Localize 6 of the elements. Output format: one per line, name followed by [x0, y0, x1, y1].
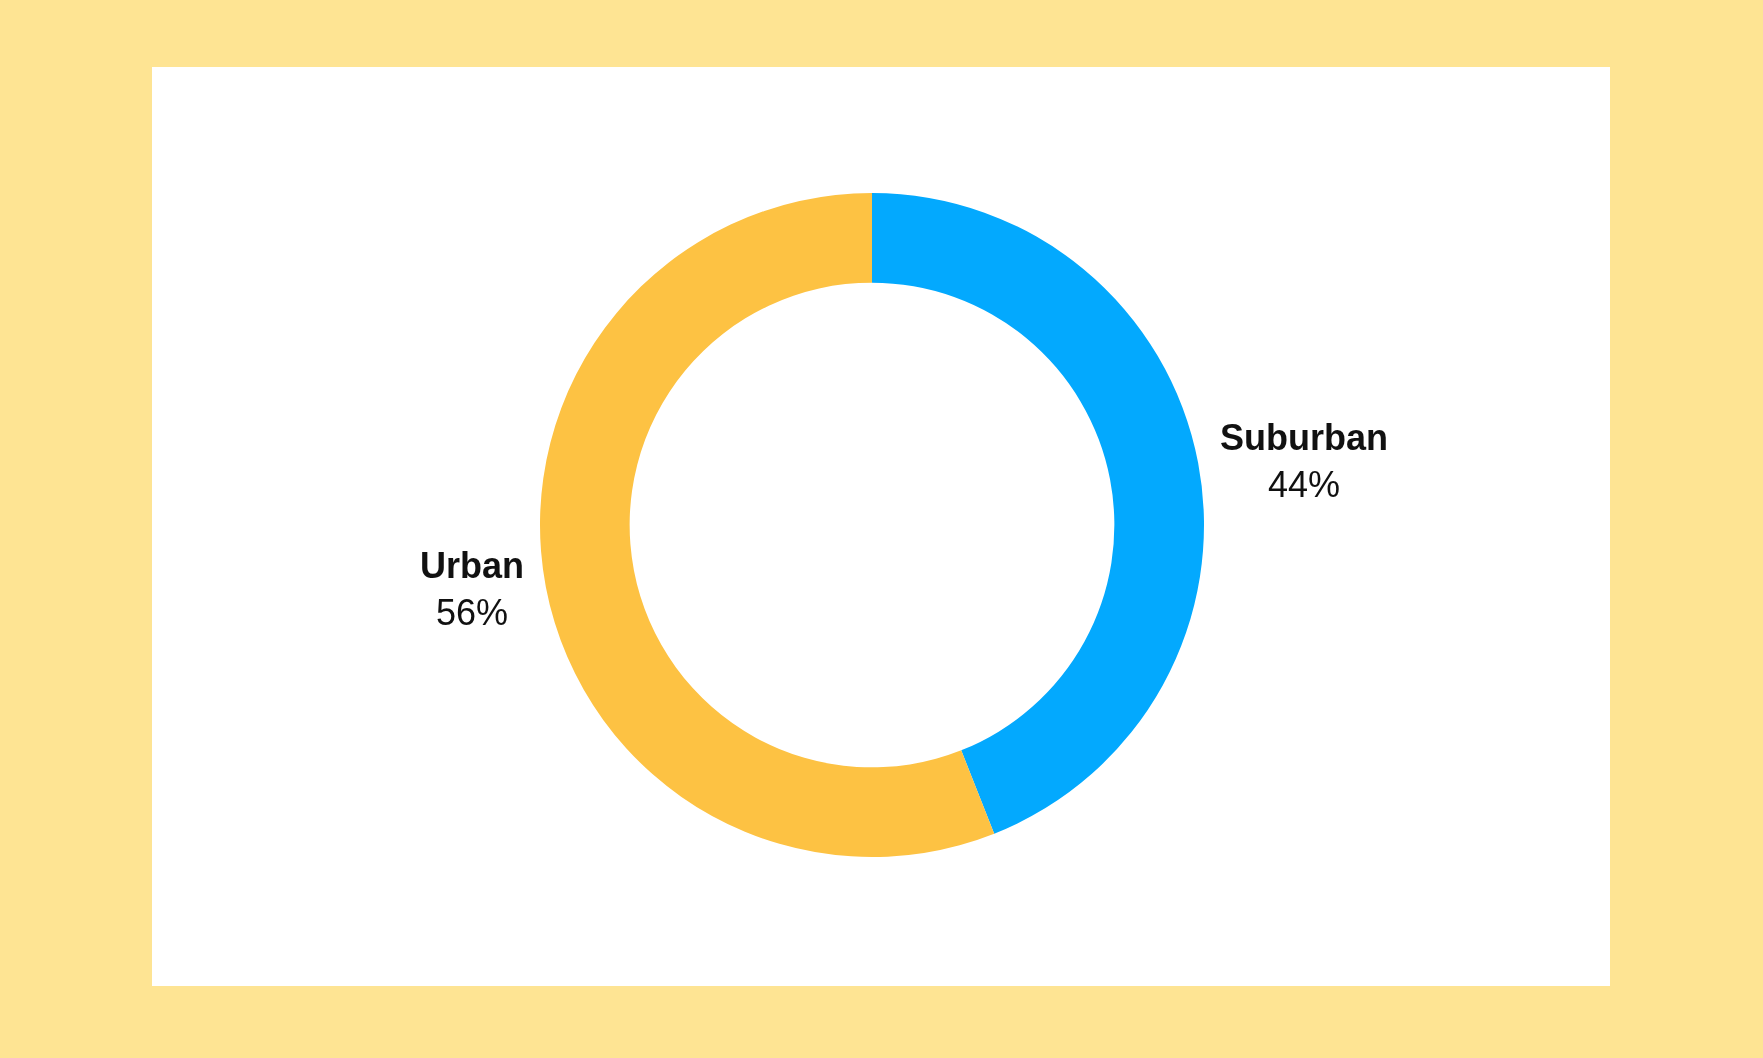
slice-label: Urban: [419, 544, 524, 586]
data-label: 56%: [435, 591, 508, 633]
donut-slice: [540, 193, 995, 857]
donut-slice: [872, 193, 1204, 834]
data-label: 44%: [1268, 464, 1341, 506]
slice-label: Suburban: [1220, 417, 1389, 459]
